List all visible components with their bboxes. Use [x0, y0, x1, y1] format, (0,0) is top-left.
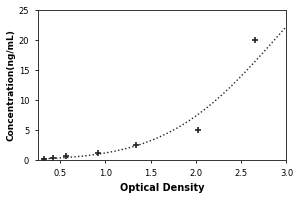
Y-axis label: Concentration(ng/mL): Concentration(ng/mL) [7, 29, 16, 141]
X-axis label: Optical Density: Optical Density [120, 183, 204, 193]
